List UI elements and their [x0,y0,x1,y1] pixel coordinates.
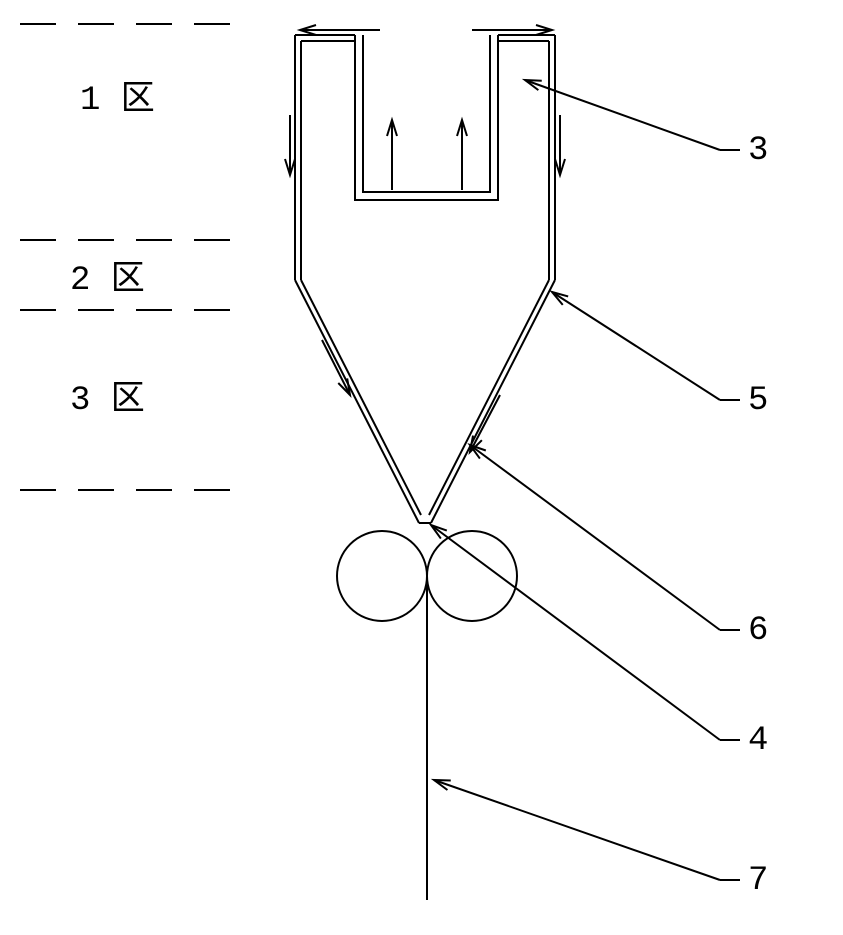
zone-label: 3 区 [70,382,145,420]
zone-label: 2 区 [70,262,145,300]
roller [337,531,427,621]
leader-label: 7 [748,862,768,900]
roller [427,531,517,621]
leader-label: 6 [748,612,768,650]
leader-label: 4 [748,722,768,760]
leader-label: 3 [748,132,768,170]
zone-label: 1 区 [80,82,155,120]
leader-label: 5 [748,382,768,420]
